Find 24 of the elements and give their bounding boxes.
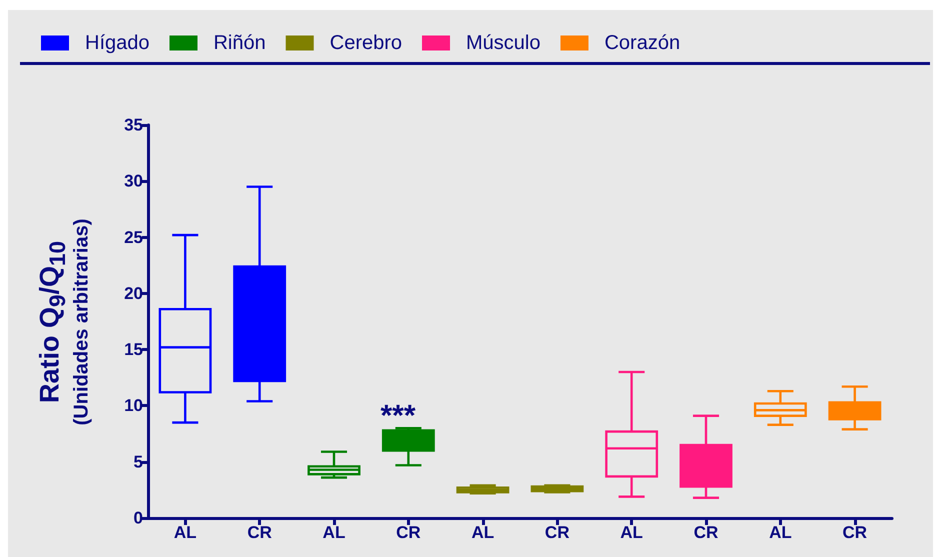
x-tick-label: AL (174, 523, 197, 542)
x-tick-label: CR (842, 523, 868, 542)
y-tick-label: 30 (124, 172, 143, 191)
legend-label: Corazón (604, 32, 680, 54)
x-tick-label: CR (396, 523, 421, 542)
y-tick-label: 20 (124, 284, 143, 303)
x-tick-label: AL (322, 523, 346, 542)
x-tick-label: CR (694, 523, 718, 542)
legend-label: Hígado (85, 32, 150, 54)
y-tick-label: 0 (134, 508, 143, 528)
legend-label: Cerebro (330, 32, 402, 54)
x-tick-label: CR (247, 523, 272, 542)
y-tick-label: 10 (124, 396, 143, 416)
x-tick-label: AL (620, 523, 643, 542)
annotation: *** (380, 400, 416, 432)
y-tick-label: 15 (124, 340, 143, 360)
y-tick-label: 35 (124, 116, 143, 134)
legend-label: Músculo (466, 32, 540, 54)
x-tick-label: AL (769, 523, 792, 542)
y-tick-label: 5 (134, 452, 143, 472)
x-tick-label: CR (544, 523, 570, 542)
legend-label: Riñón (213, 32, 266, 54)
x-tick-label: AL (471, 523, 494, 542)
y-tick-label: 25 (124, 228, 143, 247)
